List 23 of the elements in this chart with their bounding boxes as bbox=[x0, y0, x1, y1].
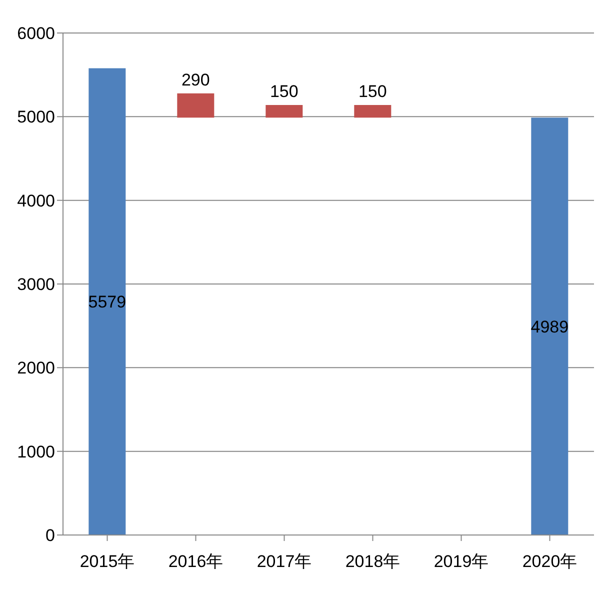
x-tick-label: 2019年 bbox=[434, 552, 489, 572]
data-label: 150 bbox=[358, 82, 387, 102]
y-tick-label: 3000 bbox=[17, 275, 55, 294]
y-tick-label: 0 bbox=[46, 526, 55, 546]
data-label: 4989 bbox=[530, 317, 569, 336]
x-tick-label: 2016年 bbox=[168, 552, 224, 572]
y-tick-label: 6000 bbox=[17, 24, 55, 44]
y-tick-label: 2000 bbox=[17, 358, 55, 378]
data-label: 290 bbox=[181, 70, 210, 90]
y-tick-label: 5000 bbox=[17, 108, 55, 127]
bar bbox=[266, 105, 303, 118]
bar bbox=[531, 118, 568, 535]
x-tick-label: 2018年 bbox=[345, 552, 400, 572]
data-label: 150 bbox=[270, 82, 298, 102]
y-tick-label: 1000 bbox=[17, 442, 55, 462]
x-tick-label: 2020年 bbox=[522, 552, 578, 572]
bar bbox=[177, 93, 214, 118]
x-tick-label: 2015年 bbox=[80, 552, 135, 572]
x-tick-label: 2017年 bbox=[256, 552, 312, 572]
y-tick-label: 4000 bbox=[17, 191, 55, 210]
bar bbox=[88, 68, 126, 535]
bar bbox=[354, 105, 392, 118]
data-label: 5579 bbox=[88, 292, 126, 312]
